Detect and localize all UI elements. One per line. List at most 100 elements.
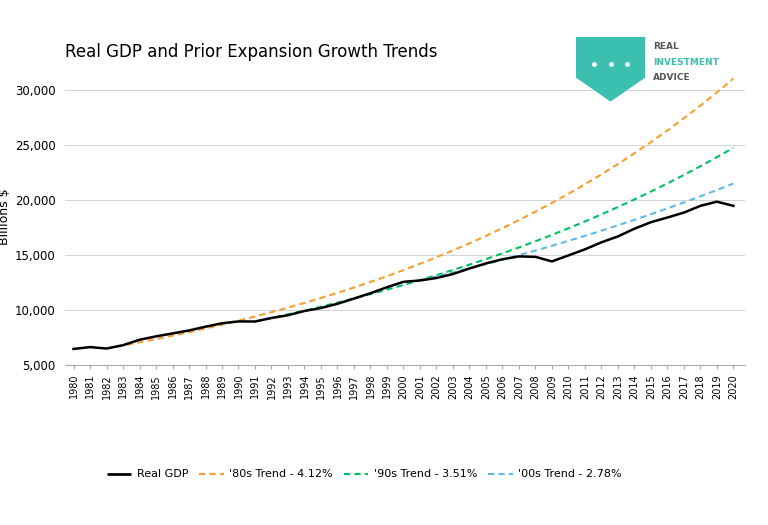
- '90s Trend - 3.51%: [729, 144, 738, 151]
- Real GDP: [168, 330, 177, 337]
- Real GDP: [515, 253, 524, 259]
- '90s Trend - 3.51%: [597, 211, 606, 217]
- '90s Trend - 3.51%: [449, 267, 458, 273]
- Line: '90s Trend - 3.51%: '90s Trend - 3.51%: [255, 148, 733, 321]
- '80s Trend - 4.12%: [366, 279, 375, 285]
- '80s Trend - 4.12%: [102, 345, 111, 352]
- '80s Trend - 4.12%: [267, 309, 276, 316]
- Real GDP: [201, 323, 210, 330]
- '90s Trend - 3.51%: [614, 204, 623, 210]
- '90s Trend - 3.51%: [564, 225, 573, 232]
- '80s Trend - 4.12%: [614, 161, 623, 167]
- '90s Trend - 3.51%: [300, 308, 309, 314]
- '80s Trend - 4.12%: [515, 217, 524, 223]
- '80s Trend - 4.12%: [349, 285, 359, 291]
- Real GDP: [531, 254, 540, 260]
- '80s Trend - 4.12%: [581, 181, 590, 187]
- Real GDP: [597, 239, 606, 246]
- '90s Trend - 3.51%: [531, 238, 540, 245]
- '80s Trend - 4.12%: [217, 321, 227, 328]
- Real GDP: [135, 337, 144, 343]
- '00s Trend - 2.78%: [564, 238, 573, 244]
- Real GDP: [217, 320, 227, 327]
- '80s Trend - 4.12%: [449, 247, 458, 254]
- Real GDP: [118, 342, 127, 349]
- '80s Trend - 4.12%: [415, 260, 425, 267]
- Real GDP: [647, 219, 656, 225]
- '00s Trend - 2.78%: [581, 233, 590, 239]
- '90s Trend - 3.51%: [515, 244, 524, 250]
- '00s Trend - 2.78%: [449, 269, 458, 276]
- '80s Trend - 4.12%: [696, 102, 705, 109]
- '00s Trend - 2.78%: [415, 277, 425, 284]
- '80s Trend - 4.12%: [663, 127, 672, 133]
- '80s Trend - 4.12%: [465, 240, 474, 246]
- Text: ADVICE: ADVICE: [653, 73, 690, 82]
- '00s Trend - 2.78%: [482, 261, 491, 267]
- '90s Trend - 3.51%: [482, 256, 491, 262]
- '80s Trend - 4.12%: [712, 89, 721, 96]
- '00s Trend - 2.78%: [465, 265, 474, 271]
- '80s Trend - 4.12%: [630, 150, 639, 156]
- Real GDP: [696, 203, 705, 209]
- '80s Trend - 4.12%: [234, 318, 243, 324]
- '90s Trend - 3.51%: [630, 196, 639, 203]
- '00s Trend - 2.78%: [712, 187, 721, 193]
- Real GDP: [498, 256, 507, 262]
- '80s Trend - 4.12%: [564, 191, 573, 197]
- Real GDP: [349, 296, 359, 302]
- '80s Trend - 4.12%: [333, 290, 342, 296]
- '90s Trend - 3.51%: [382, 287, 392, 293]
- '90s Trend - 3.51%: [647, 188, 656, 195]
- Real GDP: [415, 277, 425, 284]
- Text: INVESTMENT: INVESTMENT: [653, 58, 719, 67]
- Real GDP: [69, 346, 78, 352]
- '90s Trend - 3.51%: [581, 218, 590, 225]
- '80s Trend - 4.12%: [432, 254, 441, 260]
- Real GDP: [382, 284, 392, 290]
- '90s Trend - 3.51%: [548, 232, 557, 238]
- Real GDP: [300, 308, 309, 314]
- '80s Trend - 4.12%: [597, 171, 606, 177]
- '80s Trend - 4.12%: [118, 342, 127, 349]
- Real GDP: [663, 214, 672, 220]
- '90s Trend - 3.51%: [250, 318, 260, 324]
- '90s Trend - 3.51%: [316, 303, 326, 310]
- Real GDP: [184, 327, 194, 333]
- '80s Trend - 4.12%: [283, 304, 293, 311]
- '90s Trend - 3.51%: [465, 261, 474, 268]
- '90s Trend - 3.51%: [663, 180, 672, 186]
- '00s Trend - 2.78%: [663, 205, 672, 212]
- Real GDP: [548, 258, 557, 265]
- '80s Trend - 4.12%: [184, 329, 194, 335]
- Legend: Real GDP, '80s Trend - 4.12%, '90s Trend - 3.51%, '00s Trend - 2.78%: Real GDP, '80s Trend - 4.12%, '90s Trend…: [102, 465, 627, 484]
- Real GDP: [250, 318, 260, 324]
- Real GDP: [267, 315, 276, 321]
- '80s Trend - 4.12%: [300, 300, 309, 306]
- '80s Trend - 4.12%: [531, 208, 540, 215]
- Line: Real GDP: Real GDP: [74, 202, 733, 349]
- '00s Trend - 2.78%: [498, 257, 507, 263]
- '00s Trend - 2.78%: [432, 274, 441, 280]
- '90s Trend - 3.51%: [366, 291, 375, 297]
- Real GDP: [85, 344, 94, 350]
- Line: '00s Trend - 2.78%: '00s Trend - 2.78%: [420, 184, 733, 280]
- Real GDP: [234, 318, 243, 324]
- Text: Real GDP and Prior Expansion Growth Trends: Real GDP and Prior Expansion Growth Tren…: [65, 43, 438, 61]
- '80s Trend - 4.12%: [729, 76, 738, 82]
- Polygon shape: [576, 37, 645, 102]
- '80s Trend - 4.12%: [548, 200, 557, 206]
- '00s Trend - 2.78%: [680, 200, 689, 206]
- Real GDP: [366, 290, 375, 296]
- '00s Trend - 2.78%: [647, 211, 656, 217]
- Real GDP: [316, 305, 326, 311]
- Line: '80s Trend - 4.12%: '80s Trend - 4.12%: [107, 79, 733, 349]
- '90s Trend - 3.51%: [432, 272, 441, 278]
- '00s Trend - 2.78%: [548, 243, 557, 249]
- '80s Trend - 4.12%: [382, 273, 392, 279]
- '00s Trend - 2.78%: [729, 181, 738, 187]
- '90s Trend - 3.51%: [680, 172, 689, 178]
- '80s Trend - 4.12%: [151, 336, 161, 342]
- Real GDP: [151, 333, 161, 340]
- Real GDP: [630, 226, 639, 232]
